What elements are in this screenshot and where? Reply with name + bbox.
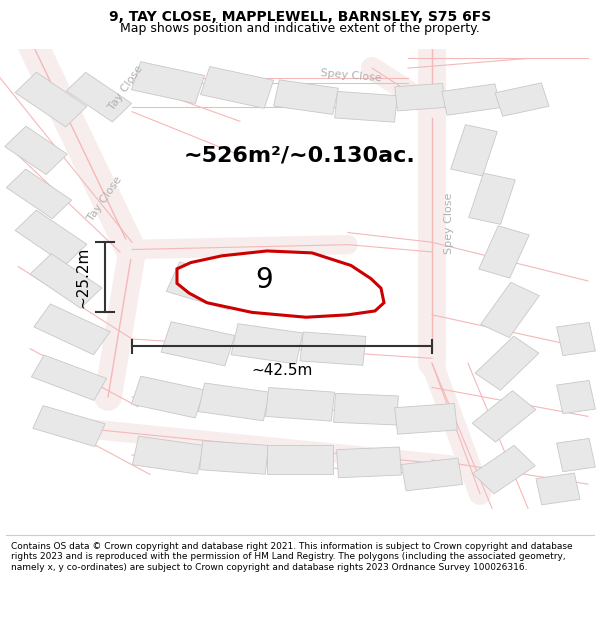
Text: Spey Close: Spey Close bbox=[320, 68, 382, 83]
Polygon shape bbox=[266, 388, 334, 421]
Polygon shape bbox=[267, 446, 333, 474]
Polygon shape bbox=[231, 324, 303, 364]
Polygon shape bbox=[166, 262, 242, 309]
Polygon shape bbox=[131, 62, 205, 104]
Text: Contains OS data © Crown copyright and database right 2021. This information is : Contains OS data © Crown copyright and d… bbox=[11, 542, 572, 571]
Polygon shape bbox=[479, 226, 529, 278]
Polygon shape bbox=[131, 376, 205, 418]
Text: ~25.2m: ~25.2m bbox=[75, 247, 90, 308]
Polygon shape bbox=[161, 322, 235, 366]
Polygon shape bbox=[300, 332, 366, 366]
Polygon shape bbox=[475, 336, 539, 390]
Polygon shape bbox=[536, 473, 580, 505]
Polygon shape bbox=[30, 254, 102, 308]
Polygon shape bbox=[133, 436, 203, 474]
Text: 9, TAY CLOSE, MAPPLEWELL, BARNSLEY, S75 6FS: 9, TAY CLOSE, MAPPLEWELL, BARNSLEY, S75 … bbox=[109, 10, 491, 24]
Text: Map shows position and indicative extent of the property.: Map shows position and indicative extent… bbox=[120, 22, 480, 35]
Polygon shape bbox=[472, 391, 536, 442]
Text: ~526m²/~0.130ac.: ~526m²/~0.130ac. bbox=[184, 145, 416, 165]
Polygon shape bbox=[31, 355, 107, 401]
Polygon shape bbox=[15, 210, 87, 265]
Polygon shape bbox=[274, 80, 338, 114]
Text: Spey Close: Spey Close bbox=[444, 192, 454, 254]
Polygon shape bbox=[451, 125, 497, 176]
Text: Tay Close: Tay Close bbox=[86, 174, 124, 223]
Polygon shape bbox=[34, 304, 110, 355]
Polygon shape bbox=[557, 439, 595, 472]
Polygon shape bbox=[469, 173, 515, 224]
Text: 9: 9 bbox=[255, 266, 273, 294]
Polygon shape bbox=[15, 72, 87, 127]
Polygon shape bbox=[33, 406, 105, 446]
Polygon shape bbox=[473, 446, 535, 494]
Polygon shape bbox=[199, 383, 269, 421]
Polygon shape bbox=[238, 264, 308, 308]
Polygon shape bbox=[177, 251, 384, 318]
Polygon shape bbox=[395, 83, 445, 111]
Text: ~42.5m: ~42.5m bbox=[251, 363, 313, 378]
Polygon shape bbox=[401, 458, 463, 491]
Polygon shape bbox=[67, 72, 131, 122]
Polygon shape bbox=[495, 83, 549, 116]
Polygon shape bbox=[557, 381, 595, 414]
Polygon shape bbox=[334, 393, 398, 425]
Polygon shape bbox=[7, 169, 71, 219]
Polygon shape bbox=[557, 322, 595, 356]
Polygon shape bbox=[200, 441, 268, 474]
Polygon shape bbox=[442, 84, 500, 115]
Polygon shape bbox=[200, 66, 274, 108]
Polygon shape bbox=[481, 282, 539, 338]
Polygon shape bbox=[5, 126, 67, 174]
Polygon shape bbox=[335, 91, 397, 122]
Polygon shape bbox=[395, 404, 457, 434]
Text: Tay Close: Tay Close bbox=[107, 63, 145, 112]
Polygon shape bbox=[337, 447, 401, 478]
